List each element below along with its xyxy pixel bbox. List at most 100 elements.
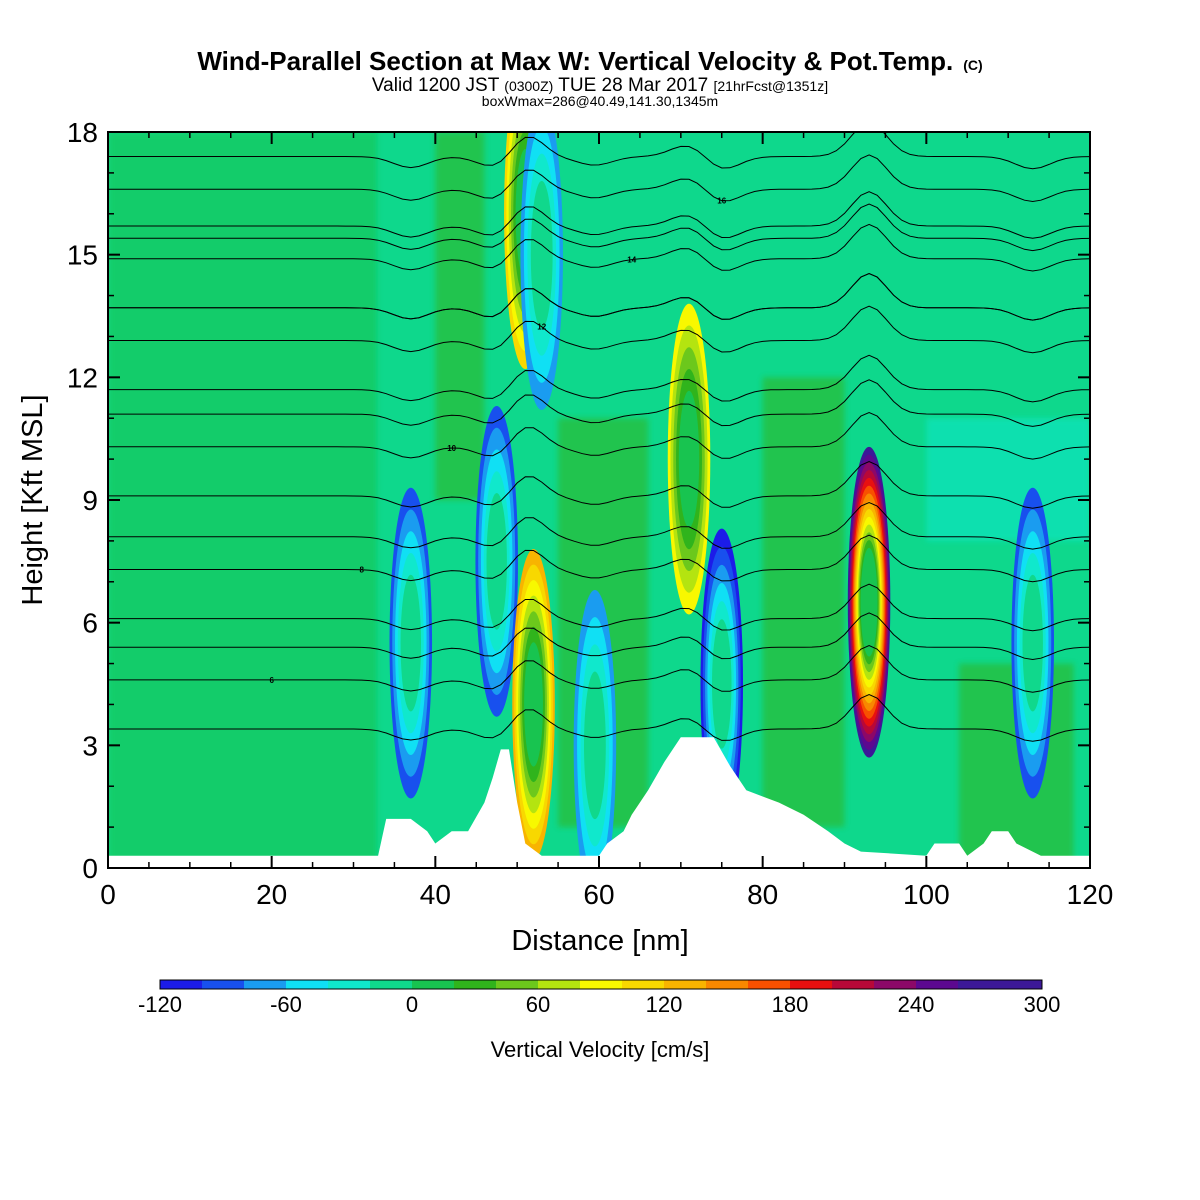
subtitle-date: TUE 28 Mar 2017: [558, 75, 708, 96]
colorbar-label: 180: [772, 992, 809, 1017]
chart-title-mark: (C): [963, 57, 982, 73]
isotherm-8-2: [108, 501, 1090, 550]
x-tick-label: 80: [747, 879, 778, 910]
y-tick-label: 18: [67, 117, 98, 148]
subtitle-valid: Valid 1200 JST: [372, 75, 500, 96]
y-axis-label: Height [Kft MSL]: [17, 394, 49, 605]
velocity-cell-6: [667, 303, 711, 615]
velocity-band-0: [108, 132, 379, 868]
isotherm-label-16: 16: [717, 197, 726, 206]
chart-title-text: Wind-Parallel Section at Max W: Vertical…: [197, 46, 953, 76]
colorbar-label: 60: [526, 992, 550, 1017]
y-tick-label: 6: [82, 608, 98, 639]
velocity-contour-fill: [486, 492, 507, 630]
y-tick-label: 3: [82, 730, 98, 761]
colorbar-swatch-15: [790, 980, 833, 989]
isotherm-16-2: [108, 132, 1090, 170]
isotherm-6-0: [108, 694, 1090, 742]
isotherm-16-1: [108, 154, 1090, 203]
colorbar-swatch-4: [328, 980, 371, 989]
colorbar-swatch-9: [538, 980, 581, 989]
x-tick-label: 20: [256, 879, 287, 910]
velocity-cell-9: [1011, 487, 1054, 799]
colorbar-swatch-13: [706, 980, 749, 989]
velocity-cell-4: [520, 132, 563, 410]
colorbar-frame: [159, 979, 1043, 990]
velocity-cell-1: [475, 405, 518, 717]
isotherm-label-8: 8: [359, 566, 364, 575]
colorbar-swatch-18: [916, 980, 959, 989]
colorbar-swatch-17: [874, 980, 917, 989]
chart-subtitle: Valid 1200 JST (0300Z) TUE 28 Mar 2017 […: [372, 75, 828, 96]
colorbar-label: 300: [1024, 992, 1061, 1017]
vertical-velocity-field: [108, 132, 1090, 868]
colorbar-swatch-20: [1000, 980, 1043, 989]
isotherm-label-6: 6: [269, 676, 274, 685]
terrain-profile: [108, 737, 1090, 868]
isotherm-label-14: 14: [627, 256, 636, 265]
chart-title: Wind-Parallel Section at Max W: Vertical…: [197, 46, 982, 76]
velocity-band-4: [762, 377, 845, 828]
colorbar-label: 120: [646, 992, 683, 1017]
velocity-contour-fill: [711, 619, 732, 749]
colorbar-label: 0: [406, 992, 418, 1017]
velocity-contour-fill: [1022, 574, 1043, 712]
velocity-cell-8: [847, 446, 891, 758]
x-tick-label: 60: [583, 879, 614, 910]
subtitle-forecast: [21hrFcst@1351z]: [714, 78, 829, 94]
colorbar-swatch-7: [454, 980, 497, 989]
isotherm-10-2: [108, 379, 1090, 427]
colorbar-swatch-2: [244, 980, 287, 989]
isotherm-6-1: [108, 645, 1090, 693]
velocity-band-5: [926, 418, 1090, 541]
colorbar-label: -120: [138, 992, 182, 1017]
chart-subtitle-box: boxWmax=286@40.49,141.30,1345m: [482, 93, 718, 109]
isotherm-16-0: [108, 203, 1090, 252]
potential-temperature-contours: 6 8 10 12 14 16: [108, 132, 1090, 742]
plot-area: 6 8 10 12 14 16: [107, 131, 1091, 869]
colorbar-swatch-5: [370, 980, 413, 989]
velocity-contour-fill: [400, 574, 421, 712]
colorbar-swatch-10: [580, 980, 623, 989]
isotherm-14-0: [108, 272, 1090, 321]
colorbar-swatch-14: [748, 980, 791, 989]
velocity-contour-fill: [860, 547, 878, 657]
isotherm-8-0: [108, 583, 1090, 632]
velocity-contour-fill: [584, 671, 606, 820]
velocity-cell-2: [512, 549, 555, 860]
x-tick-label: 100: [903, 879, 950, 910]
isotherm-8-1: [108, 534, 1090, 583]
velocity-contour-fill: [524, 642, 543, 767]
y-tick-label: 9: [82, 485, 98, 516]
x-tick-label: 40: [420, 879, 451, 910]
velocity-band-2: [435, 132, 485, 500]
velocity-contour-fill: [530, 180, 553, 329]
subtitle-utc: (0300Z): [504, 78, 553, 94]
isotherm-14-2: [108, 191, 1090, 239]
velocity-cell-0: [389, 487, 433, 799]
velocity-cell-5: [573, 590, 617, 868]
colorbar: -120 -60 0 60 120 180 240 300: [138, 979, 1061, 1017]
colorbar-swatch-3: [286, 980, 329, 989]
y-tick-label: 12: [67, 362, 98, 393]
colorbar-swatch-11: [622, 980, 665, 989]
y-tick-label: 15: [67, 240, 98, 271]
colorbar-swatch-6: [412, 980, 455, 989]
x-tick-label: 120: [1067, 879, 1114, 910]
isotherm-12-1: [108, 305, 1090, 354]
colorbar-title: Vertical Velocity [cm/s]: [491, 1037, 710, 1062]
colorbar-swatch-8: [496, 980, 539, 989]
velocity-contour-fill: [678, 390, 700, 528]
colorbar-swatch-12: [664, 980, 707, 989]
colorbar-swatch-19: [958, 980, 1001, 989]
isotherm-label-12: 12: [537, 323, 546, 332]
x-axis-label: Distance [nm]: [511, 925, 688, 957]
isotherm-6-2: [108, 612, 1090, 661]
y-tick-label: 0: [82, 853, 98, 884]
x-tick-label: 0: [100, 879, 116, 910]
isotherm-10-0: [108, 461, 1090, 509]
colorbar-label: 240: [898, 992, 935, 1017]
terrain: [108, 737, 1090, 868]
colorbar-swatch-0: [160, 980, 203, 989]
